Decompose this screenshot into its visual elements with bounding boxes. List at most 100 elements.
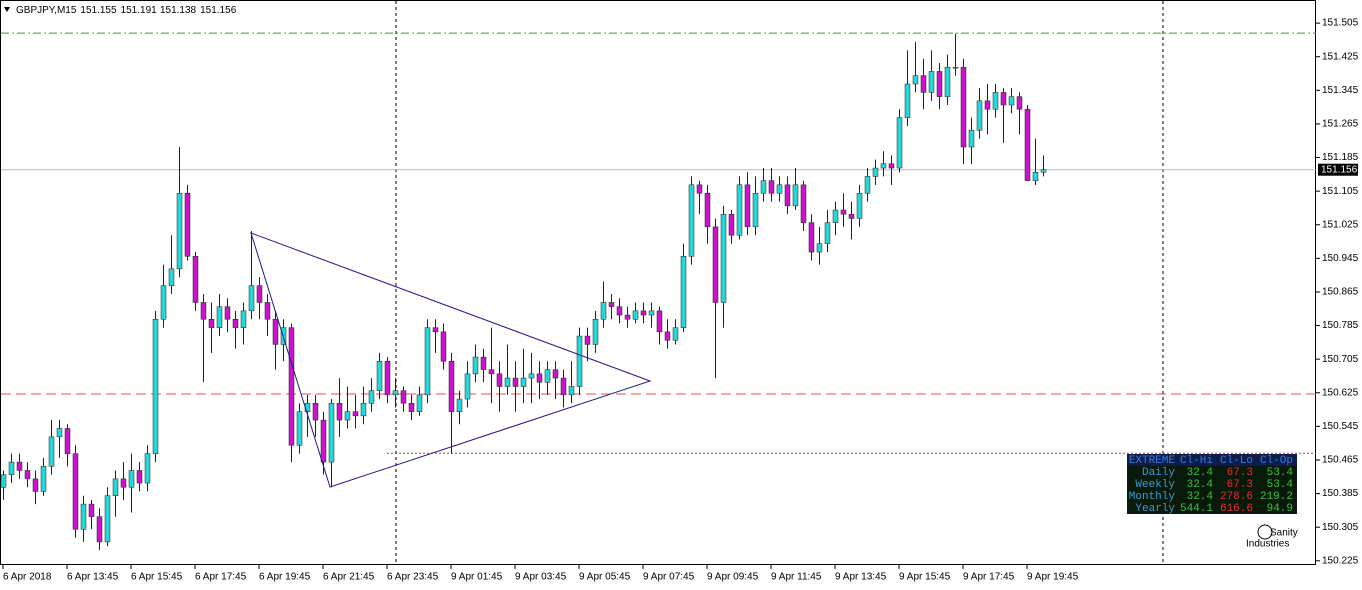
candle-body	[448, 361, 455, 412]
candle-body	[976, 100, 983, 131]
candle-body	[592, 319, 599, 345]
y-tick-label: 151.185	[1322, 152, 1359, 163]
candle-body	[736, 184, 743, 236]
candle-body	[400, 390, 407, 404]
y-tick-label: 151.505	[1322, 18, 1359, 29]
candle-body	[200, 302, 207, 320]
table-cell: 616.6	[1220, 503, 1253, 515]
candle-body	[328, 403, 335, 463]
candle-body	[744, 184, 751, 228]
candle-body	[264, 302, 271, 320]
candle-body	[584, 335, 591, 345]
candle-body	[24, 470, 31, 480]
candle-body	[720, 213, 727, 303]
candle-body	[688, 184, 695, 257]
candle-body	[888, 163, 895, 169]
x-tick-label: 6 Apr 23:45	[387, 572, 439, 583]
candle-body	[272, 319, 279, 345]
candle-body	[664, 331, 671, 341]
candle-body	[208, 319, 215, 328]
x-tick-label: 9 Apr 17:45	[963, 572, 1015, 583]
candle-body	[824, 222, 831, 244]
candle-body	[808, 222, 815, 253]
y-tick-label: 150.705	[1322, 354, 1359, 365]
table-cell: 219.2	[1260, 491, 1293, 503]
candle-body	[760, 180, 767, 194]
table-cell: 278.6	[1220, 491, 1253, 503]
candle-body	[192, 255, 199, 303]
axis: 151.505151.425151.345151.265151.185151.1…	[2, 18, 1359, 583]
logo-text: Industries	[1246, 539, 1289, 550]
candle-body	[816, 243, 823, 253]
table-cell: Daily	[1142, 467, 1175, 479]
table-header-bg	[1127, 454, 1297, 466]
candle-body	[832, 209, 839, 223]
candle-body	[96, 516, 103, 543]
table-header: Cl-Op	[1260, 455, 1293, 467]
candle-body	[984, 100, 991, 110]
candle-body	[840, 209, 847, 215]
candle-body	[624, 314, 631, 320]
candle-body	[216, 306, 223, 328]
x-tick-label: 9 Apr 05:45	[579, 572, 631, 583]
symbol: GBPJPY,M15	[16, 5, 77, 16]
header-value: 151.155	[80, 5, 117, 16]
candle-body	[1040, 169, 1047, 173]
x-tick-label: 6 Apr 15:45	[131, 572, 183, 583]
table-cell: Monthly	[1129, 491, 1176, 503]
candle-body	[112, 478, 119, 496]
candle-body	[408, 403, 415, 412]
candle-body	[168, 268, 175, 286]
candle-body	[608, 302, 615, 307]
x-tick-label: 9 Apr 15:45	[899, 572, 951, 583]
candle-body	[368, 390, 375, 404]
candle-body	[896, 117, 903, 169]
table-cell: Yearly	[1135, 503, 1175, 515]
table-cell: 32.4	[1187, 491, 1214, 503]
candle-body	[144, 453, 151, 484]
candle-body	[152, 319, 159, 454]
candle-body	[696, 184, 703, 194]
candle-body	[352, 411, 359, 417]
candle-body	[8, 461, 15, 475]
y-tick-label: 150.305	[1322, 522, 1359, 533]
y-tick-label: 151.105	[1322, 186, 1359, 197]
candle-body	[288, 327, 295, 446]
levels	[1, 32, 1316, 454]
y-tick-label: 151.345	[1322, 85, 1359, 96]
x-tick-label: 9 Apr 13:45	[835, 572, 887, 583]
candle-body	[344, 411, 351, 421]
table-cell: 32.4	[1187, 479, 1214, 491]
table-cell: 32.4	[1187, 467, 1214, 479]
candle-body	[1032, 171, 1039, 181]
table-cell: Weekly	[1135, 479, 1175, 491]
y-tick-label: 150.225	[1322, 555, 1359, 566]
candle-body	[728, 213, 735, 236]
x-tick-label: 6 Apr 13:45	[67, 572, 119, 583]
y-tick-label: 150.545	[1322, 421, 1359, 432]
candle-body	[632, 310, 639, 320]
candle-body	[536, 373, 543, 383]
candle-body	[248, 285, 255, 312]
candle-body	[464, 373, 471, 400]
candle-body	[568, 386, 575, 396]
table-cell: 94.9	[1267, 503, 1293, 515]
candle-body	[488, 369, 495, 375]
candle-body	[920, 75, 927, 93]
candle-body	[560, 377, 567, 396]
candle-body	[520, 377, 527, 387]
candle-body	[576, 335, 583, 387]
candle-body	[240, 310, 247, 328]
candle-body	[128, 470, 135, 488]
candle-body	[552, 369, 559, 379]
candle-body	[752, 192, 759, 228]
candle-body	[704, 192, 711, 228]
candle-body	[848, 213, 855, 219]
x-tick-label: 6 Apr 21:45	[323, 572, 375, 583]
candle-body	[968, 129, 975, 148]
table-header: Cl-Hi	[1180, 455, 1213, 467]
table-header: Cl-Lo	[1220, 455, 1253, 467]
candle-body	[432, 327, 439, 333]
candle-body	[768, 180, 775, 194]
